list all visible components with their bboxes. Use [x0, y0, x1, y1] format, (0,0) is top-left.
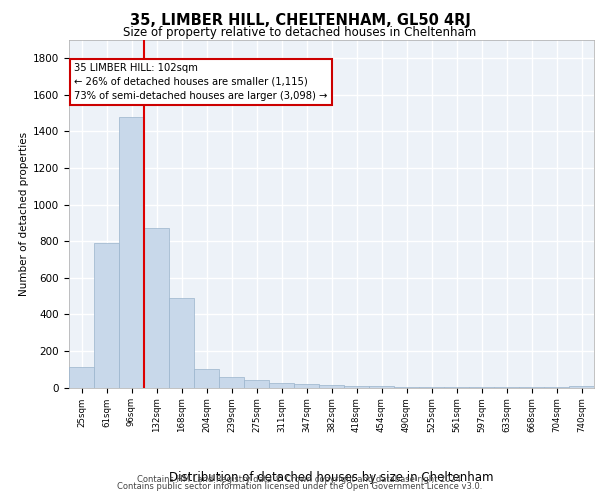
Text: Size of property relative to detached houses in Cheltenham: Size of property relative to detached ho… — [124, 26, 476, 39]
X-axis label: Distribution of detached houses by size in Cheltenham: Distribution of detached houses by size … — [169, 471, 494, 484]
Text: Contains HM Land Registry data © Crown copyright and database right 2024.: Contains HM Land Registry data © Crown c… — [137, 474, 463, 484]
Bar — [394, 386, 419, 388]
Bar — [294, 384, 319, 388]
Bar — [269, 383, 294, 388]
Text: 35, LIMBER HILL, CHELTENHAM, GL50 4RJ: 35, LIMBER HILL, CHELTENHAM, GL50 4RJ — [130, 12, 470, 28]
Bar — [319, 385, 344, 388]
Y-axis label: Number of detached properties: Number of detached properties — [19, 132, 29, 296]
Bar — [169, 298, 194, 388]
Bar — [194, 369, 219, 388]
Bar — [219, 376, 244, 388]
Text: 35 LIMBER HILL: 102sqm
← 26% of detached houses are smaller (1,115)
73% of semi-: 35 LIMBER HILL: 102sqm ← 26% of detached… — [74, 62, 328, 100]
Bar — [69, 368, 94, 388]
Bar — [569, 386, 594, 388]
Bar — [119, 117, 144, 388]
Bar — [244, 380, 269, 388]
Text: Contains public sector information licensed under the Open Government Licence v3: Contains public sector information licen… — [118, 482, 482, 491]
Bar — [369, 386, 394, 388]
Bar — [419, 387, 444, 388]
Bar — [344, 386, 369, 388]
Bar — [94, 243, 119, 388]
Bar — [444, 387, 469, 388]
Bar — [144, 228, 169, 388]
